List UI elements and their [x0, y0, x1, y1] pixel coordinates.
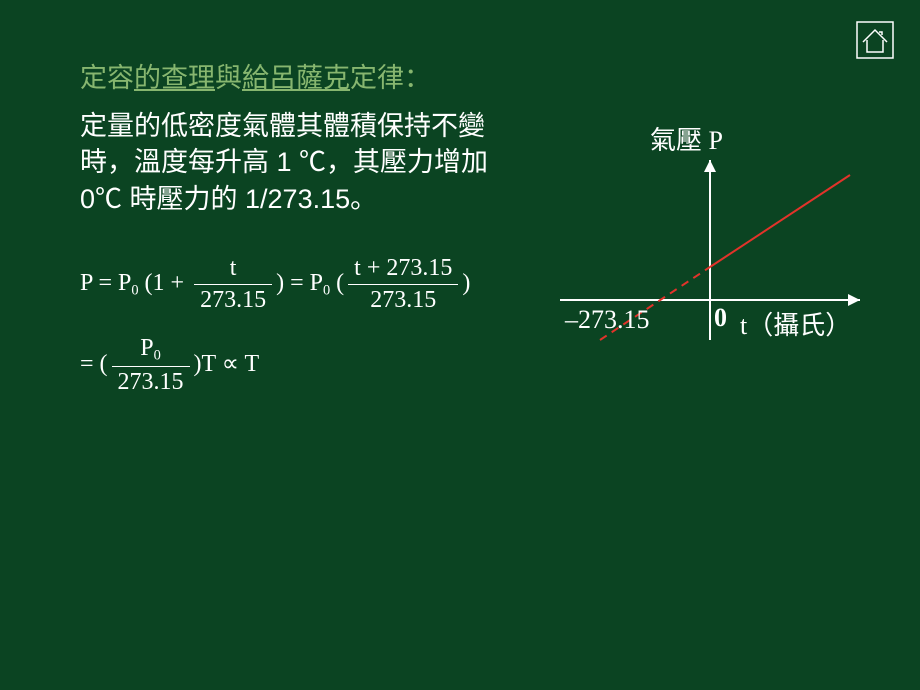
f2-frac-den: 273.15	[112, 366, 190, 396]
title-link-2[interactable]: 給呂薩克	[242, 63, 350, 93]
page-title: 定容的查理與給呂薩克定律：	[80, 56, 431, 95]
f1-frac2-num: t + 273.15	[348, 255, 458, 284]
f1-frac1-num: t	[194, 255, 272, 284]
f1-frac1-den: 273.15	[194, 284, 272, 314]
f2-frac-num-sub: 0	[154, 347, 161, 363]
f2-frac: P0273.15	[112, 335, 190, 396]
f2-close: )T ∝ T	[194, 351, 260, 377]
title-suffix: 定律：	[350, 63, 431, 93]
origin-label: 0	[714, 303, 727, 333]
y-axis-label: 氣壓 P	[650, 120, 723, 157]
formula-2: = (P0273.15)T ∝ T	[80, 335, 259, 396]
f1-lhs: P = P	[80, 270, 131, 296]
title-link-1[interactable]: 的查理	[134, 63, 215, 93]
title-mid: 與	[215, 63, 242, 93]
x-axis-label: t（攝氏）	[740, 305, 851, 342]
body-paragraph: 定量的低密度氣體其體積保持不變時，溫度每升高 1 ℃，其壓力增加0℃ 時壓力的 …	[80, 108, 510, 217]
f2-frac-num: P0	[112, 335, 190, 366]
formula-1: P = P0 (1 + t273.15) = P0 (t + 273.15273…	[80, 255, 470, 314]
home-icon[interactable]	[855, 20, 895, 60]
f1-close: )	[462, 270, 470, 296]
f2-open: = (	[80, 351, 108, 377]
f1-open: (1 +	[139, 270, 191, 296]
f1-sub0: 0	[131, 282, 138, 298]
f2-frac-num-p: P	[140, 335, 153, 361]
pressure-temperature-chart: 氣壓 P t（攝氏） –273.15 0	[520, 110, 900, 370]
f1-mid: ) = P	[276, 270, 323, 296]
f1-frac2-den: 273.15	[348, 284, 458, 314]
f1-frac2: t + 273.15273.15	[348, 255, 458, 314]
x-intercept-label: –273.15	[565, 305, 650, 335]
f1-frac1: t273.15	[194, 255, 272, 314]
title-prefix: 定容	[80, 63, 134, 93]
f1-open2: (	[330, 270, 344, 296]
body-line: 定量的低密度氣體其體積保持不變時，溫度每升高 1 ℃，其壓力增加0℃ 時壓力的 …	[80, 111, 488, 214]
